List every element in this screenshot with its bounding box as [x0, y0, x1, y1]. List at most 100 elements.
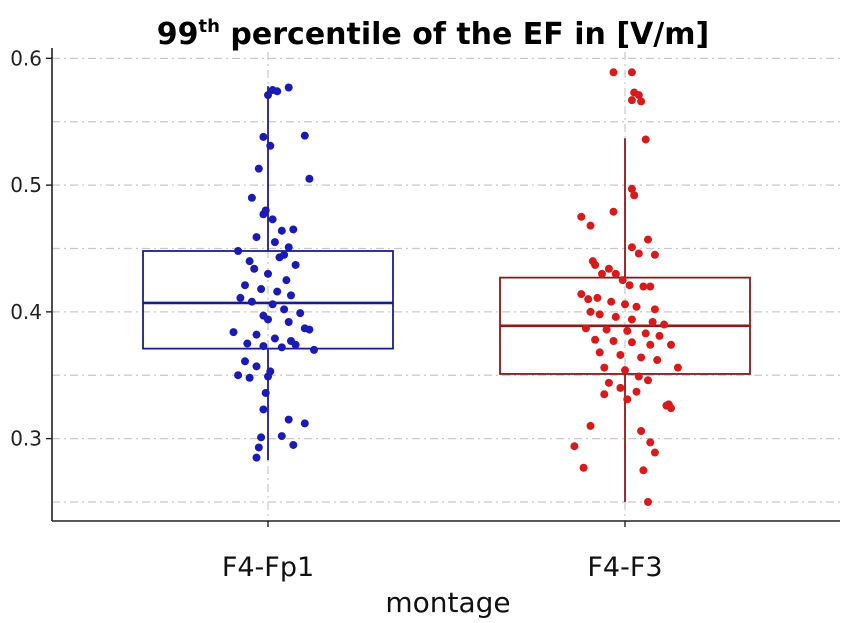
data-point: [284, 83, 293, 92]
data-point: [637, 427, 646, 436]
data-point: [604, 264, 613, 273]
data-point: [600, 363, 609, 372]
data-point: [291, 340, 300, 349]
data-point: [250, 264, 259, 273]
data-point: [289, 225, 298, 234]
data-point: [641, 329, 650, 338]
data-point: [236, 293, 245, 302]
data-point: [634, 249, 643, 258]
data-point: [577, 212, 586, 221]
chart-title-main: 99: [157, 17, 199, 52]
data-point: [660, 320, 669, 329]
data-point: [268, 215, 277, 224]
data-point: [616, 350, 625, 359]
data-point: [611, 312, 620, 321]
data-point: [616, 383, 625, 392]
data-point: [305, 325, 314, 334]
y-tick-label: 0.3: [10, 427, 42, 451]
data-point: [579, 463, 588, 472]
data-point: [257, 433, 266, 442]
data-point: [252, 330, 261, 339]
data-point: [586, 307, 595, 316]
data-point: [259, 132, 268, 141]
data-point: [300, 419, 309, 428]
data-point: [639, 466, 648, 475]
data-point: [277, 226, 286, 235]
data-point: [273, 87, 282, 96]
data-point: [277, 343, 286, 352]
data-point: [252, 453, 261, 462]
data-point: [264, 269, 272, 278]
data-point: [621, 300, 629, 309]
y-tick-label: 0.4: [10, 300, 42, 324]
data-point: [259, 405, 268, 414]
data-point: [264, 315, 272, 324]
data-point: [310, 345, 318, 354]
data-point: [667, 340, 675, 349]
data-point: [598, 269, 606, 278]
data-point: [632, 302, 641, 311]
data-point: [259, 342, 268, 351]
y-tick-label: 0.5: [10, 173, 42, 197]
data-point: [296, 309, 305, 318]
x-axis-labels: F4-Fp1 F4-F3: [222, 521, 663, 583]
data-point: [261, 388, 270, 397]
data-point: [287, 291, 295, 300]
data-point: [245, 373, 254, 382]
data-point: [234, 371, 243, 380]
data-point: [655, 331, 664, 340]
data-point: [600, 390, 609, 399]
data-point: [650, 448, 659, 457]
data-point: [266, 141, 275, 150]
data-point: [618, 276, 627, 285]
data-point: [623, 326, 632, 335]
chart-title: 99th percentile of the EF in [V/m]: [157, 16, 709, 52]
chart-title-rest: percentile of the EF in [V/m]: [220, 17, 709, 52]
data-point: [646, 282, 655, 291]
data-point: [653, 356, 662, 365]
data-point: [621, 366, 629, 375]
data-point: [577, 290, 586, 299]
y-axis-ticks: 0.3 0.4 0.5 0.6: [10, 46, 52, 451]
data-point: [644, 235, 652, 244]
data-point: [637, 353, 646, 362]
data-point: [644, 376, 652, 385]
data-point: [623, 395, 632, 404]
data-point: [264, 372, 272, 381]
data-point: [241, 281, 249, 290]
x-tick-label: F4-Fp1: [222, 552, 314, 583]
axes: [51, 48, 840, 522]
data-point: [630, 191, 639, 200]
jitter-points: [229, 68, 682, 506]
data-point: [284, 415, 293, 424]
data-point: [627, 68, 636, 77]
data-point: [247, 193, 256, 202]
data-point: [291, 260, 300, 269]
x-axis-title: montage: [385, 586, 510, 619]
data-point: [591, 335, 600, 344]
data-point: [570, 442, 579, 451]
data-point: [673, 363, 682, 372]
data-point: [650, 250, 659, 259]
data-point: [586, 421, 595, 430]
data-point: [646, 340, 655, 349]
data-point: [254, 164, 263, 173]
data-point: [268, 300, 277, 309]
data-point: [644, 497, 652, 506]
chart-title-superscript: th: [199, 16, 220, 37]
data-point: [280, 305, 289, 314]
data-point: [270, 238, 279, 247]
data-point: [284, 317, 293, 326]
data-point: [282, 276, 291, 285]
data-point: [595, 310, 604, 319]
data-point: [637, 97, 646, 106]
data-point: [609, 337, 618, 346]
data-point: [593, 293, 602, 302]
data-point: [627, 243, 636, 252]
grid: [52, 52, 840, 521]
data-point: [646, 438, 655, 447]
boxplots: [142, 86, 751, 502]
data-point: [273, 287, 282, 296]
data-point: [305, 174, 314, 183]
